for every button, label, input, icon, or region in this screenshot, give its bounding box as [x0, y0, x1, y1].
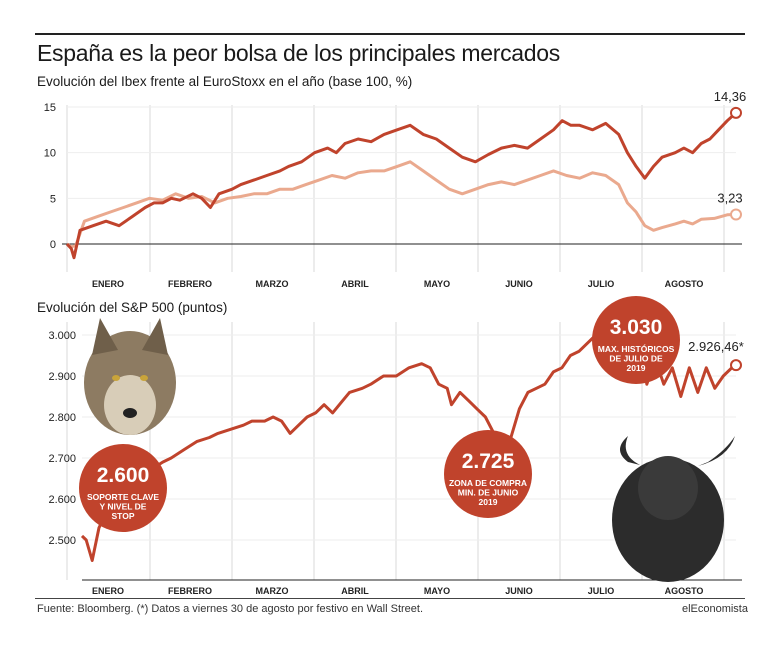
x-tick-label: FEBRERO [168, 586, 212, 596]
x-tick-label: JUNIO [505, 279, 533, 289]
series-line [66, 160, 737, 249]
wolf-eye-left [112, 375, 120, 381]
annotation-value: 3.030 [610, 316, 663, 339]
wolf-eye-right [140, 375, 148, 381]
y-tick-label: 2.700 [48, 453, 76, 465]
source-note: Fuente: Bloomberg. (*) Datos a viernes 3… [37, 603, 424, 615]
series-end-label: 14,36 [714, 89, 747, 104]
annotation-circle [592, 296, 680, 384]
annotation-text: 2019 [479, 497, 498, 507]
wolf-ear-right [142, 318, 168, 355]
top-rule [35, 33, 745, 35]
bull-illustration [612, 436, 735, 582]
footer-rule [35, 598, 745, 599]
annotation-text: MIN. DE JUNIO [458, 488, 519, 498]
y-tick-label: 2.900 [48, 371, 76, 383]
brand-logo: elEconomista [681, 603, 748, 615]
wolf-illustration [84, 318, 176, 435]
series-end-marker [730, 106, 742, 119]
annotation-value: 2.600 [97, 464, 150, 487]
x-tick-label: AGOSTO [665, 279, 704, 289]
annotation-value: 2.725 [462, 450, 515, 473]
y-tick-label: 3.000 [48, 330, 76, 342]
bull-head [638, 456, 698, 520]
bull-horn-right [698, 436, 735, 466]
annotation-text: Y NIVEL DE [100, 502, 147, 512]
y-tick-label: 15 [44, 102, 56, 114]
x-tick-label: ENERO [92, 586, 124, 596]
series-line [65, 111, 738, 260]
annotation-text: SOPORTE CLAVE [87, 492, 159, 502]
y-tick-label: 2.600 [48, 494, 76, 506]
y-tick-label: 2.800 [48, 412, 76, 424]
x-tick-label: MAYO [424, 586, 450, 596]
wolf-nose [123, 408, 137, 418]
x-tick-label: ABRIL [341, 279, 369, 289]
chart2-subtitle: Evolución del S&P 500 (puntos) [37, 300, 228, 315]
annotation-circle [79, 444, 167, 532]
y-tick-label: 5 [50, 193, 56, 205]
y-tick-label: 2.500 [48, 535, 76, 547]
x-tick-label: MAYO [424, 279, 450, 289]
chart1-subtitle: Evolución del Ibex frente al EuroStoxx e… [37, 74, 413, 89]
annotation-text: ZONA DE COMPRA [449, 478, 527, 488]
series-end-marker [730, 359, 742, 372]
x-tick-label: FEBRERO [168, 279, 212, 289]
annotation-text: MAX. HISTÓRICOS [598, 343, 675, 354]
page-title: España es la peor bolsa de los principal… [37, 40, 560, 66]
series-end-label: 3,23 [717, 190, 742, 205]
wolf-muzzle [104, 375, 156, 435]
annotation-text: STOP [112, 511, 135, 521]
x-tick-label: JUNIO [505, 586, 533, 596]
annotation-circle [444, 430, 532, 518]
annotation-text: DE JULIO DE [609, 354, 663, 364]
x-tick-label: JULIO [588, 279, 615, 289]
x-tick-label: MARZO [256, 279, 289, 289]
bull-horn-left [620, 436, 640, 465]
y-tick-label: 10 [44, 148, 56, 160]
x-tick-label: ABRIL [341, 586, 369, 596]
annotation-text: 2019 [627, 363, 646, 373]
x-tick-label: MARZO [256, 586, 289, 596]
x-tick-label: JULIO [588, 586, 615, 596]
y-tick-label: 0 [50, 239, 56, 251]
x-tick-label: AGOSTO [665, 586, 704, 596]
wolf-ear-left [92, 318, 118, 355]
series-end-marker [730, 208, 742, 221]
x-tick-label: ENERO [92, 279, 124, 289]
series-end-label: 2.926,46* [688, 339, 744, 354]
